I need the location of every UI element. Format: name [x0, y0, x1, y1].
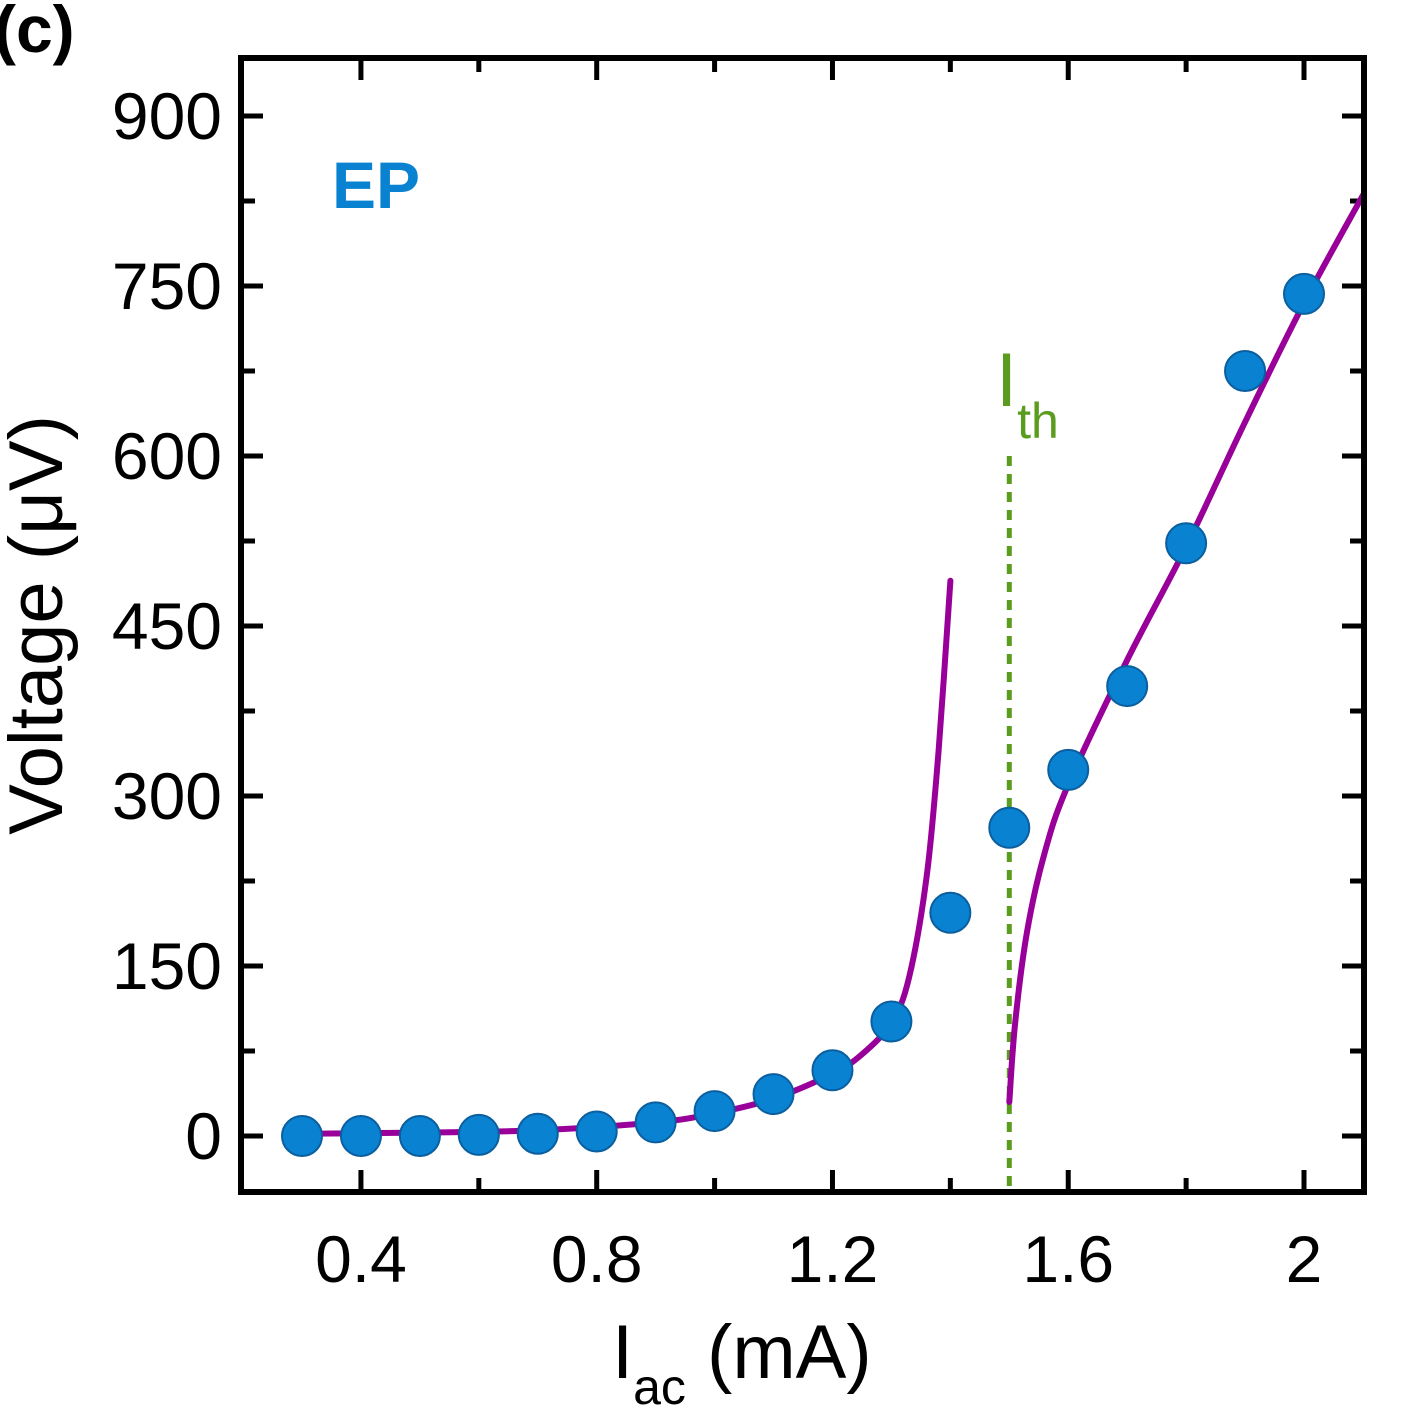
threshold-label-main: I — [996, 338, 1017, 423]
data-point-3 — [457, 1113, 500, 1156]
x-tick-label-0: 0.4 — [315, 1222, 407, 1296]
data-point-6 — [634, 1101, 677, 1144]
x-tick-label-3: 1.6 — [1022, 1222, 1114, 1296]
y-tick-label-4: 600 — [112, 419, 222, 493]
threshold-label-sub: th — [1017, 393, 1059, 449]
fit-above-threshold — [1006, 192, 1366, 1105]
x-axis-label: Iac (mA) — [612, 1310, 872, 1415]
x-tick-label-4: 2 — [1286, 1222, 1323, 1296]
fit-below-threshold — [299, 577, 954, 1137]
data-point-17 — [1283, 272, 1325, 315]
data-point-7 — [693, 1090, 736, 1133]
threshold-label: Ith — [996, 338, 1059, 449]
data-point-1 — [339, 1115, 382, 1157]
x-tick-label-2: 1.2 — [787, 1222, 879, 1296]
data-point-9 — [811, 1049, 854, 1092]
y-tick-label-3: 450 — [112, 589, 222, 663]
panel-label: (c) — [0, 0, 75, 66]
y-tick-labels: 0 150 300 450 600 750 900 — [112, 79, 222, 1173]
data-point-5 — [575, 1110, 618, 1153]
data-point-4 — [516, 1112, 559, 1155]
y-tick-label-1: 150 — [112, 929, 222, 1003]
y-axis-label: Voltage (μV) — [0, 415, 79, 835]
data-point-10 — [870, 1000, 913, 1043]
y-tick-label-0: 0 — [185, 1099, 222, 1173]
data-point-11 — [929, 891, 972, 934]
y-tick-label-6: 900 — [112, 79, 222, 153]
x-axis-label-main: I — [612, 1310, 633, 1395]
x-tick-label-1: 0.8 — [551, 1222, 643, 1296]
data-point-14 — [1106, 665, 1149, 708]
axis-ticks — [241, 58, 1364, 1192]
x-axis-label-unit: (mA) — [686, 1310, 872, 1395]
data-point-16 — [1224, 350, 1267, 392]
fit-curves — [299, 192, 1366, 1137]
data-point-15 — [1165, 522, 1208, 565]
data-point-2 — [398, 1115, 441, 1157]
legend-entry-ep: EP — [332, 148, 420, 222]
data-point-13 — [1047, 748, 1090, 791]
x-axis-label-sub: ac — [633, 1359, 686, 1415]
data-point-8 — [752, 1073, 795, 1116]
data-point-0 — [281, 1115, 323, 1157]
data-points — [281, 272, 1325, 1157]
y-tick-label-2: 300 — [112, 759, 222, 833]
y-tick-label-5: 750 — [112, 249, 222, 323]
data-point-12 — [988, 806, 1031, 849]
plot-frame — [238, 55, 1367, 1195]
x-tick-labels: 0.4 0.8 1.2 1.6 2 — [315, 1222, 1322, 1296]
